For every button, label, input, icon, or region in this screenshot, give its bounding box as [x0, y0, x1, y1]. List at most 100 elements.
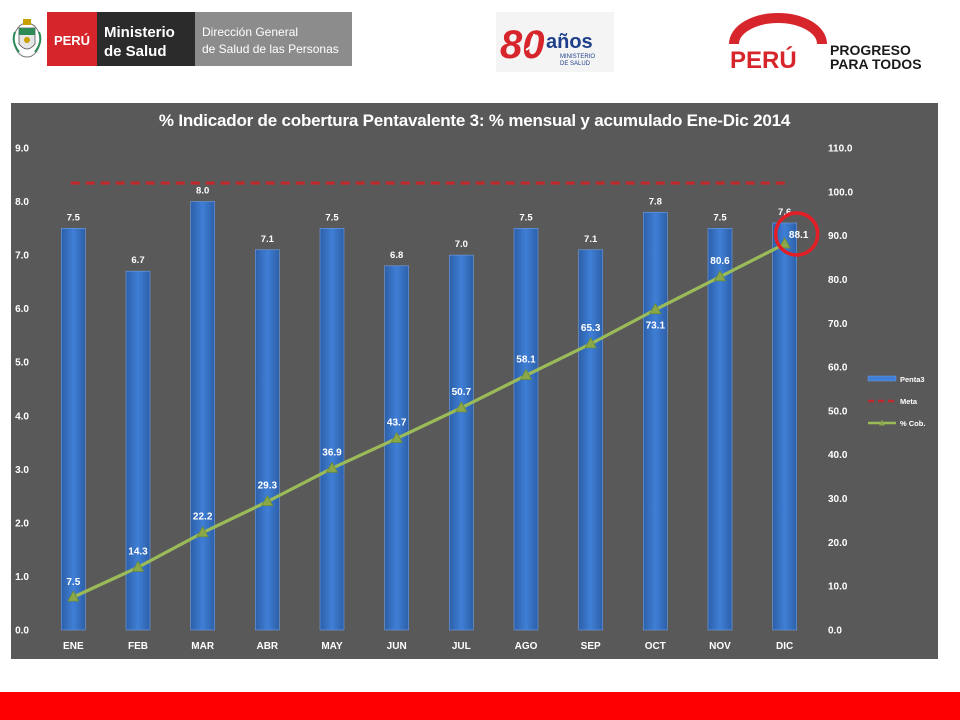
x-tick-label: OCT — [645, 641, 666, 652]
cob-marker — [261, 494, 274, 507]
cob-marker — [325, 461, 339, 473]
y-right-tick-label: 100.0 — [828, 187, 853, 198]
coat-of-arms-icon — [12, 19, 42, 58]
bar — [513, 228, 539, 631]
peru-arc-icon — [729, 13, 827, 45]
y-left-tick-label: 9.0 — [15, 144, 29, 155]
bar-value-label: 6.8 — [390, 250, 403, 261]
bar — [578, 249, 603, 631]
y-right-tick-label: 110.0 — [828, 144, 853, 155]
cob-value-label: 22.2 — [193, 512, 213, 523]
bar — [61, 228, 86, 631]
y-left-tick-label: 7.0 — [15, 251, 29, 262]
bar — [643, 211, 668, 631]
y-left-tick-label: 8.0 — [15, 197, 29, 208]
bar — [384, 265, 409, 631]
cob-value-label: 73.1 — [646, 321, 666, 332]
peru-slogan2-text: PARA TODOS — [830, 56, 922, 72]
chart-title: % Indicador de cobertura Pentavalente 3:… — [158, 111, 791, 130]
bar — [449, 254, 474, 631]
legend-label: Meta — [900, 397, 918, 406]
cob-value-label: 7.5 — [66, 577, 80, 588]
chart-svg: 0.0 1.0 2.0 3.0 4.0 5.0 6.0 7.0 8.0 9.0 0.0 10.0 20.… — [15, 144, 925, 653]
y-right-tick-label: 90.0 — [828, 231, 848, 242]
cob-marker — [196, 525, 209, 538]
cob-marker — [390, 431, 403, 443]
y-left-tick-label: 4.0 — [15, 411, 29, 422]
x-tick-label: MAR — [191, 641, 215, 652]
y-left-tick-label: 1.0 — [15, 572, 29, 583]
x-tick-label: FEB — [128, 641, 148, 652]
cob-value-label: 58.1 — [516, 354, 536, 365]
bar-value-label: 7.5 — [325, 212, 339, 223]
bar-value-label: 7.5 — [67, 212, 81, 223]
x-tick-label: SEP — [581, 641, 601, 652]
cob-marker — [131, 560, 145, 572]
minsa-logo: PERÚ Ministerio de Salud Dirección Gener… — [7, 12, 352, 66]
x-tick-label: DIC — [776, 641, 793, 652]
bar — [707, 228, 733, 631]
bar — [255, 249, 280, 631]
x-tick-label: ENE — [63, 641, 84, 652]
minsa-country-text: PERÚ — [54, 33, 90, 48]
anniversary-logo: 80 años MINISTERIO DE SALUD — [496, 12, 614, 72]
minsa-line2-text: de Salud — [104, 43, 167, 60]
y-right-tick-label: 60.0 — [828, 363, 848, 374]
cob-value-label: 80.6 — [710, 256, 730, 267]
y-right-tick-label: 80.0 — [828, 275, 848, 286]
bar-value-label: 8.0 — [196, 186, 209, 197]
footer-bar — [0, 692, 960, 720]
bar-value-label: 7.0 — [455, 239, 468, 250]
cob-value-label: 65.3 — [581, 323, 601, 334]
highlight-circle — [773, 211, 820, 257]
cob-value-label: 29.3 — [258, 481, 278, 492]
cob-value-label: 36.9 — [322, 447, 342, 458]
cob-marker — [778, 237, 791, 249]
y-right-tick-label: 20.0 — [828, 538, 848, 549]
anniversary-word: años — [546, 31, 593, 53]
y-left-tick-label: 0.0 — [15, 626, 29, 637]
x-tick-label: ABR — [256, 641, 278, 652]
y-left-tick-label: 6.0 — [15, 304, 29, 315]
x-tick-label: JUN — [387, 641, 407, 652]
legend-label: % Cob. — [900, 419, 925, 428]
y-right-tick-label: 70.0 — [828, 319, 848, 330]
anniversary-number: 80 — [500, 23, 545, 67]
bar-value-label: 7.8 — [649, 196, 662, 207]
legend-swatch-penta3 — [867, 375, 897, 382]
dg-line2-text: de Salud de las Personas — [202, 42, 339, 56]
anniversary-sub2: DE SALUD — [560, 61, 591, 67]
anniversary-sub1: MINISTERIO — [560, 54, 595, 60]
x-tick-label: NOV — [709, 641, 731, 652]
bar-value-label: 7.5 — [713, 212, 727, 223]
y-right-tick-label: 10.0 — [828, 582, 848, 593]
cob-value-label: 88.1 — [789, 230, 809, 241]
bar — [190, 201, 215, 631]
peru-brand-text: PERÚ — [730, 46, 797, 72]
bar — [319, 228, 345, 631]
cob-marker — [584, 337, 597, 349]
cob-value-label: 50.7 — [452, 387, 472, 398]
peru-slogan1-text: PROGRESO — [830, 42, 911, 58]
cob-value-label: 43.7 — [387, 418, 407, 429]
y-right-tick-label: 30.0 — [828, 494, 848, 505]
bar — [125, 270, 151, 631]
bar-value-label: 7.5 — [519, 212, 533, 223]
dg-line1-text: Dirección General — [202, 25, 298, 39]
cob-marker — [713, 269, 727, 282]
y-right-tick-label: 0.0 — [828, 626, 842, 637]
x-tick-label: AGO — [515, 641, 538, 652]
cob-marker — [519, 368, 533, 380]
x-tick-label: JUL — [452, 641, 471, 652]
x-tick-label: MAY — [321, 641, 343, 652]
y-right-tick-label: 40.0 — [828, 450, 848, 461]
minsa-line1-text: Ministerio — [104, 24, 175, 41]
cob-marker — [649, 302, 662, 315]
y-right-tick-label: 50.0 — [828, 406, 848, 417]
y-left-tick-label: 3.0 — [15, 465, 29, 476]
y-left-tick-label: 2.0 — [15, 518, 29, 529]
bar — [772, 222, 797, 631]
bar-value-label: 7.1 — [261, 234, 275, 245]
legend-marker-cob — [879, 419, 885, 426]
bar-value-label: 7.6 — [778, 207, 791, 218]
